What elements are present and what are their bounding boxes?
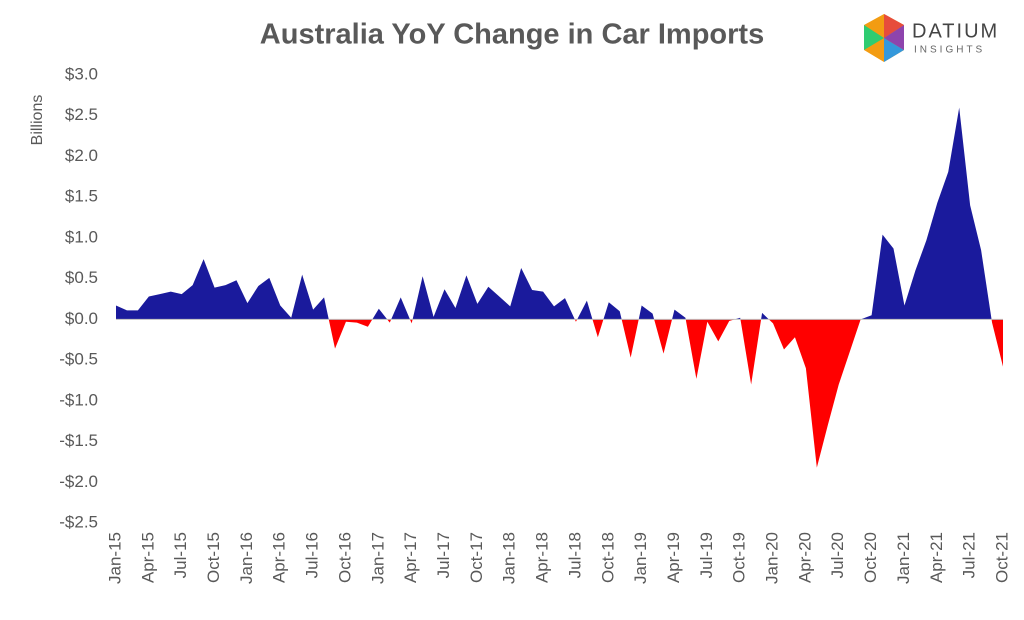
x-tick-label: Jul-17 [434, 532, 453, 578]
x-tick-label: Oct-16 [335, 532, 354, 583]
x-tick-label: Apr-19 [664, 532, 683, 583]
y-tick-label: $3.0 [65, 64, 98, 83]
area-negative [116, 319, 1003, 468]
logo-icon [884, 25, 904, 50]
x-tick-label: Jul-15 [171, 532, 190, 578]
x-tick-label: Oct-17 [467, 532, 486, 583]
x-tick-label: Apr-18 [533, 532, 552, 583]
logo-icon [884, 38, 904, 62]
area-positive [116, 107, 992, 320]
x-tick-label: Apr-16 [270, 532, 289, 583]
x-tick-label: Jan-20 [763, 532, 782, 584]
y-tick-label: $0.0 [65, 309, 98, 328]
logo-tagline: INSIGHTS [914, 45, 985, 56]
x-tick-label: Jan-17 [368, 532, 387, 584]
x-tick-label: Jan-16 [237, 532, 256, 584]
y-tick-label: -$2.5 [59, 512, 98, 531]
x-tick-label: Jan-18 [500, 532, 519, 584]
logo: DATIUM INSIGHTS [864, 14, 999, 62]
y-axis-label: Billions [29, 95, 46, 146]
x-tick-label: Jul-16 [303, 532, 322, 578]
x-tick-label: Jan-15 [105, 532, 124, 584]
x-tick-label: Jan-21 [894, 532, 913, 584]
x-tick-label: Jul-20 [828, 532, 847, 578]
x-tick-label: Jul-19 [697, 532, 716, 578]
logo-name: DATIUM [912, 20, 999, 42]
x-tick-label: Apr-20 [795, 532, 814, 583]
x-tick-label: Jan-19 [631, 532, 650, 584]
y-tick-label: $0.5 [65, 268, 98, 287]
x-tick-label: Apr-15 [138, 532, 157, 583]
y-tick-label: $1.5 [65, 187, 98, 206]
x-tick-label: Oct-18 [598, 532, 617, 583]
x-tick-label: Jul-18 [565, 532, 584, 578]
x-tick-label: Apr-17 [401, 532, 420, 583]
x-tick-label: Oct-20 [861, 532, 880, 583]
y-tick-label: -$1.0 [59, 390, 98, 409]
chart-title: Australia YoY Change in Car Imports [260, 19, 764, 51]
x-tick-label: Oct-15 [204, 532, 223, 583]
x-tick-label: Oct-19 [730, 532, 749, 583]
logo-icon [884, 14, 904, 38]
logo-icon [864, 25, 884, 50]
y-tick-label: $2.5 [65, 105, 98, 124]
y-tick-label: -$1.5 [59, 431, 98, 450]
y-tick-label: -$2.0 [59, 472, 98, 491]
y-tick-label: $1.0 [65, 227, 98, 246]
x-tick-label: Oct-21 [992, 532, 1011, 583]
y-tick-label: $2.0 [65, 146, 98, 165]
x-tick-label: Apr-21 [927, 532, 946, 583]
y-tick-label: -$0.5 [59, 350, 98, 369]
x-tick-label: Jul-21 [960, 532, 979, 578]
